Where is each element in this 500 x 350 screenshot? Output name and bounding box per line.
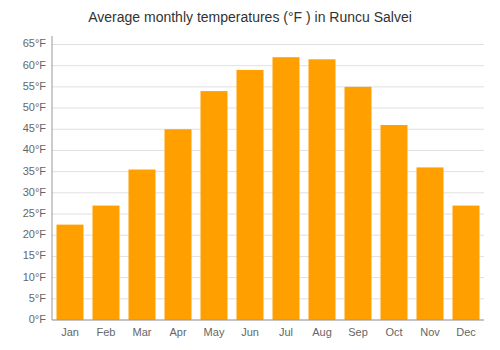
bars — [57, 57, 480, 320]
bar — [381, 125, 408, 320]
x-tick-label: Oct — [385, 326, 402, 338]
y-tick-label: 10°F — [23, 271, 47, 283]
bar — [165, 129, 192, 320]
bar — [345, 87, 372, 320]
y-tick-label: 5°F — [29, 292, 47, 304]
y-tick-label: 15°F — [23, 249, 47, 261]
grid — [52, 44, 484, 320]
y-tick-label: 45°F — [23, 122, 47, 134]
y-tick-label: 25°F — [23, 207, 47, 219]
bar — [129, 170, 156, 320]
y-tick-label: 55°F — [23, 80, 47, 92]
y-tick-label: 65°F — [23, 37, 47, 49]
y-tick-label: 0°F — [29, 313, 47, 325]
grid-line — [52, 320, 484, 321]
grid-line — [52, 150, 484, 151]
y-tick-label: 30°F — [23, 186, 47, 198]
bar — [201, 91, 228, 320]
y-tick-label: 20°F — [23, 228, 47, 240]
x-tick-label: May — [204, 326, 225, 338]
grid-line — [52, 108, 484, 109]
bar — [453, 206, 480, 320]
y-tick-label: 60°F — [23, 59, 47, 71]
bar — [417, 167, 444, 320]
x-tick-label: Jan — [61, 326, 79, 338]
chart: Average monthly temperatures (°F ) in Ru… — [0, 0, 500, 350]
bar — [309, 59, 336, 320]
y-tick-label: 35°F — [23, 165, 47, 177]
y-axis — [52, 36, 53, 320]
grid-line — [52, 65, 484, 66]
x-tick-label: Mar — [133, 326, 152, 338]
bar — [57, 225, 84, 320]
y-tick-label: 50°F — [23, 101, 47, 113]
x-axis — [52, 320, 484, 321]
x-tick-label: Sep — [348, 326, 368, 338]
bar — [237, 70, 264, 320]
grid-line — [52, 44, 484, 45]
x-tick-label: Feb — [97, 326, 116, 338]
grid-line — [52, 129, 484, 130]
x-tick-label: Apr — [169, 326, 186, 338]
x-tick-label: Dec — [456, 326, 476, 338]
grid-line — [52, 86, 484, 87]
x-tick-label: Jul — [279, 326, 293, 338]
bar — [273, 57, 300, 320]
bar — [93, 206, 120, 320]
x-tick-label: Nov — [420, 326, 440, 338]
x-tick-label: Jun — [241, 326, 259, 338]
title: Average monthly temperatures (°F ) in Ru… — [88, 9, 412, 25]
y-tick-label: 40°F — [23, 143, 47, 155]
x-tick-label: Aug — [312, 326, 332, 338]
